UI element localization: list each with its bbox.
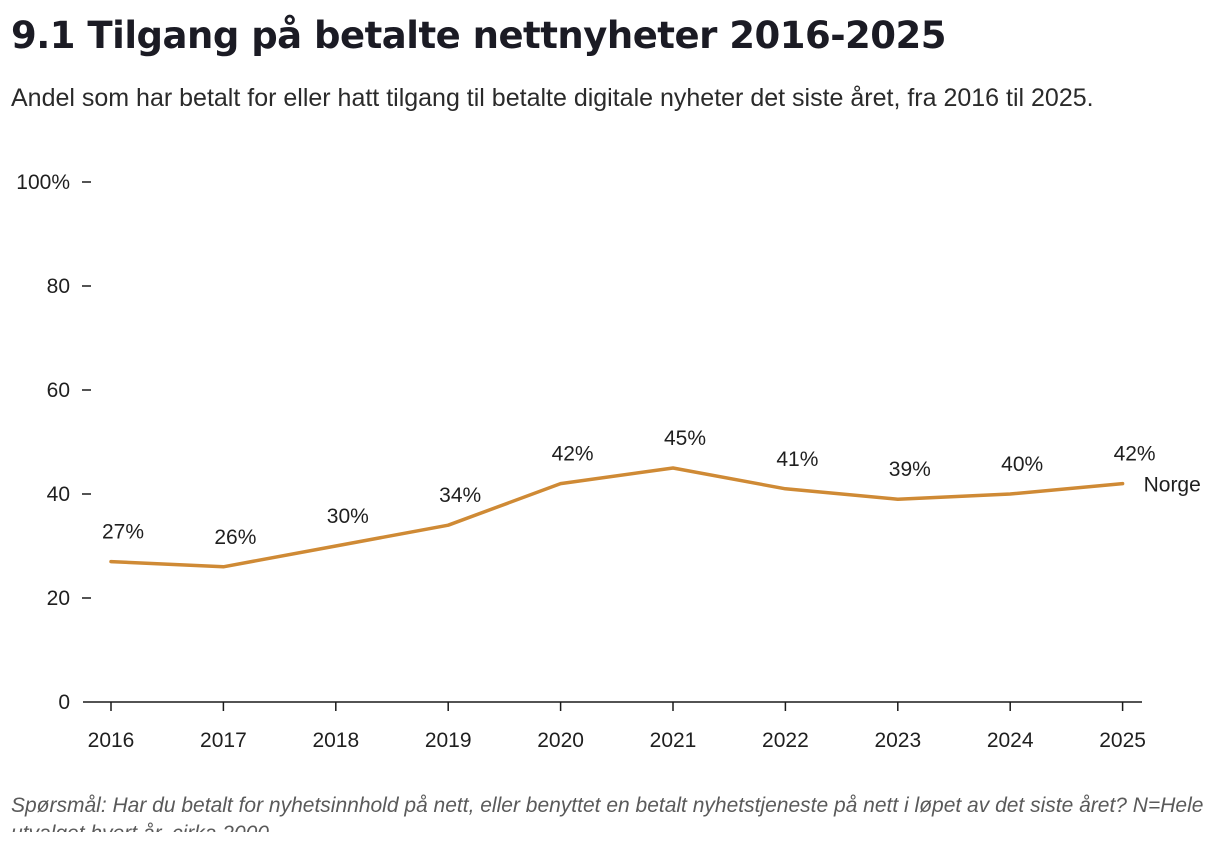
y-tick-label: 60 [47, 379, 70, 402]
y-tick-label: 100% [16, 171, 70, 194]
x-tick-label: 2016 [88, 729, 135, 752]
data-label: 40% [1001, 453, 1043, 476]
data-label: 27% [102, 521, 144, 544]
data-label: 39% [889, 458, 931, 481]
data-label: 26% [214, 526, 256, 549]
x-tick-label: 2020 [537, 729, 584, 752]
x-tick-label: 2025 [1099, 729, 1146, 752]
x-tick-label: 2017 [200, 729, 247, 752]
data-label: 34% [439, 484, 481, 507]
data-label: 45% [664, 427, 706, 450]
y-tick-label: 80 [47, 275, 70, 298]
x-tick-label: 2022 [762, 729, 809, 752]
x-tick-label: 2023 [874, 729, 921, 752]
data-label: 42% [1114, 443, 1156, 466]
data-label: 42% [552, 443, 594, 466]
y-tick-label: 0 [58, 691, 70, 714]
data-label: 30% [327, 505, 369, 528]
data-label: 41% [776, 448, 818, 471]
footnote: Spørsmål: Har du betalt for nyhetsinnhol… [11, 794, 1204, 832]
chart-title: 9.1 Tilgang på betalte nettnyheter 2016-… [11, 14, 947, 57]
x-tick-label: 2024 [987, 729, 1034, 752]
y-tick-label: 40 [47, 483, 70, 506]
x-tick-label: 2019 [425, 729, 472, 752]
series-line-norge [109, 466, 1125, 569]
y-tick-label: 20 [47, 587, 70, 610]
series-label-norge: Norge [1144, 474, 1201, 497]
x-tick-label: 2021 [650, 729, 697, 752]
x-tick-label: 2018 [312, 729, 359, 752]
chart-subtitle: Andel som har betalt for eller hatt tilg… [11, 84, 1094, 112]
